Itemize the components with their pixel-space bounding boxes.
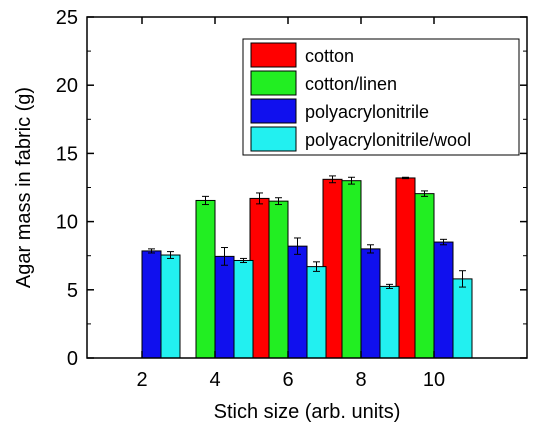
x-tick-label: 6 [282, 369, 293, 391]
error-bar [221, 247, 228, 266]
legend: cotton cotton/linen polyacrylonitrile polya… [242, 38, 520, 156]
legend-label: cotton/linen [305, 74, 397, 94]
x-tick-label: 2 [136, 369, 147, 391]
bar-polyacrylonitrile-4 [214, 255, 235, 359]
y-tick-label: 5 [67, 280, 78, 302]
y-tick-label: 25 [56, 7, 78, 29]
error-bar [386, 283, 393, 289]
bar-polyacrylonitrile-wool-8 [379, 285, 400, 359]
bar-cotton-linen-6 [268, 200, 289, 359]
error-bar [167, 251, 174, 259]
legend-label: cotton [305, 46, 354, 66]
error-bar [367, 244, 374, 254]
error-bar [459, 270, 466, 288]
bar-cotton-linen-10 [414, 193, 435, 359]
error-bar [329, 175, 336, 184]
legend-label: polyacrylonitrile/wool [305, 130, 471, 150]
axes-layer: 0 5 10 15 20 25 2 4 6 8 10 [56, 7, 527, 391]
x-axis-title: Stich size (arb. units) [214, 401, 401, 423]
bar-polyacrylonitrile-wool-2 [160, 254, 181, 359]
bar-polyacrylonitrile-8 [360, 248, 381, 359]
bar-polyacrylonitrile-wool-6 [306, 266, 327, 359]
error-bar [148, 248, 155, 254]
bar-polyacrylonitrile-6 [287, 245, 308, 359]
legend-swatch [250, 98, 297, 124]
bar-polyacrylonitrile-wool-10 [452, 278, 473, 359]
y-tick-label: 15 [56, 143, 78, 165]
error-bar [313, 261, 320, 272]
legend-swatch [250, 42, 297, 68]
bar-polyacrylonitrile-2 [141, 250, 162, 359]
error-bar [240, 257, 247, 264]
y-axis-title: Agar mass in fabric (g) [13, 87, 35, 288]
error-bar [348, 176, 355, 185]
error-bar [202, 195, 209, 206]
error-bar [294, 237, 301, 255]
y-tick-label: 20 [56, 75, 78, 97]
x-tick-label: 10 [423, 369, 445, 391]
legend-swatch [250, 70, 297, 96]
bar-polyacrylonitrile-wool-4 [233, 259, 254, 359]
x-tick-label: 4 [209, 369, 220, 391]
y-tick-label: 10 [56, 212, 78, 234]
error-bar [421, 190, 428, 197]
legend-swatch [250, 126, 297, 152]
legend-label: polyacrylonitrile [305, 102, 429, 122]
bar-cotton-linen-4 [195, 199, 216, 359]
bar-cotton-linen-8 [341, 180, 362, 359]
error-bar [256, 192, 263, 205]
error-bar [402, 176, 409, 180]
error-bar [275, 197, 282, 206]
bar-polyacrylonitrile-10 [433, 241, 454, 359]
y-tick-label: 0 [67, 348, 78, 370]
error-bar [440, 238, 447, 246]
bars-layer [141, 175, 473, 359]
x-tick-label: 8 [355, 369, 366, 391]
